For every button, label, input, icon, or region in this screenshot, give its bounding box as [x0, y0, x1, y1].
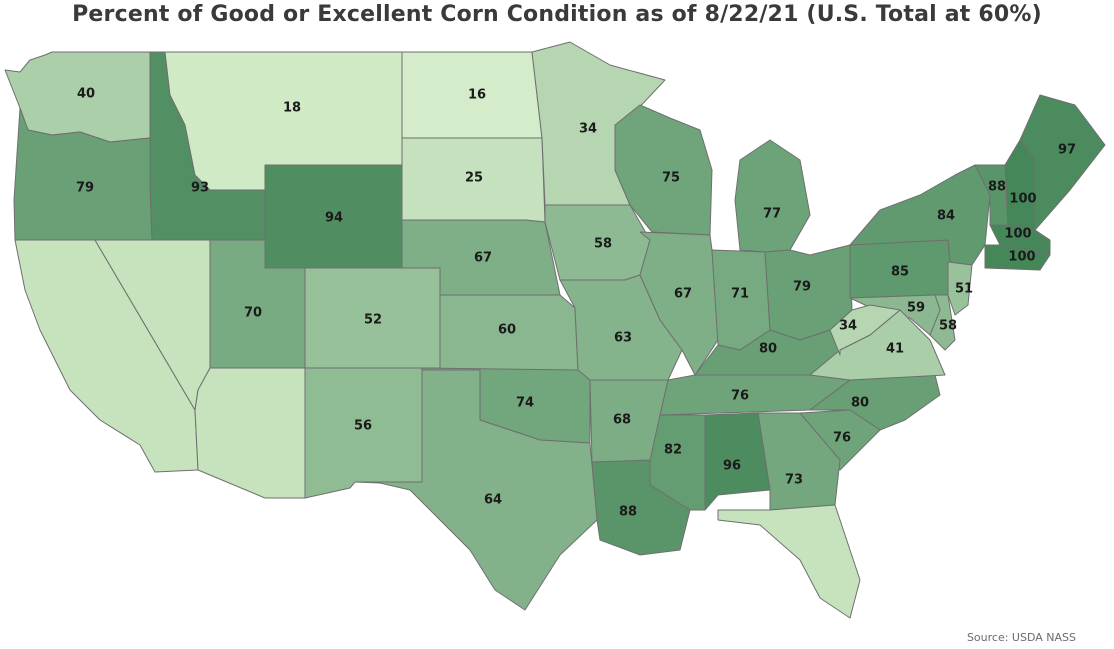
state-value-label-ct: 100	[1008, 250, 1035, 265]
state-region-wv	[829, 304, 901, 356]
state-region-wi	[614, 104, 713, 236]
state-value-label-ga: 73	[785, 473, 803, 488]
source-note: Source: USDA NASS	[966, 631, 1076, 644]
state-value-label-ma: 100	[1004, 227, 1031, 242]
chart-title: Percent of Good or Excellent Corn Condit…	[72, 2, 1042, 27]
state-value-label-mo: 63	[614, 331, 632, 346]
state-value-label-me: 97	[1058, 143, 1076, 158]
state-value-label-or: 79	[76, 181, 94, 196]
state-value-label-ks: 60	[498, 323, 516, 338]
state-value-label-de: 58	[939, 319, 957, 334]
state-value-label-mn: 34	[579, 122, 597, 137]
state-value-label-ia: 58	[594, 237, 612, 252]
state-value-label-ny: 84	[937, 209, 955, 224]
state-value-label-nd: 16	[468, 88, 486, 103]
state-region-az	[194, 367, 306, 499]
state-value-label-pa: 85	[891, 265, 909, 280]
state-value-label-sd: 25	[465, 171, 483, 186]
state-region-il	[639, 231, 719, 376]
state-region-ct	[984, 244, 1051, 271]
state-value-label-ut: 70	[244, 306, 262, 321]
state-region-la	[591, 459, 691, 556]
state-region-me	[1019, 94, 1106, 231]
state-value-label-la: 88	[619, 505, 637, 520]
state-value-label-wa: 40	[77, 87, 95, 102]
labels-layer: 40 79 93 18 94 16 25 67 60 34 58 63 75 67 77 71 79 80 76 80…	[76, 87, 1076, 520]
state-value-label-nh: 100	[1009, 192, 1036, 207]
state-value-label-ne: 67	[474, 251, 492, 266]
state-value-label-in: 71	[731, 287, 749, 302]
state-value-label-il: 67	[674, 287, 692, 302]
state-value-label-al: 96	[723, 459, 741, 474]
state-value-label-nm: 56	[354, 419, 372, 434]
state-value-label-oh: 79	[793, 280, 811, 295]
state-value-label-nj: 51	[955, 282, 973, 297]
states-layer	[4, 41, 1106, 619]
state-value-label-id: 93	[191, 181, 209, 196]
state-value-label-ky: 80	[759, 342, 777, 357]
state-value-label-wv: 34	[839, 319, 857, 334]
state-value-label-tx: 64	[484, 493, 502, 508]
state-value-label-va: 41	[886, 342, 904, 357]
state-value-label-ok: 74	[516, 396, 534, 411]
state-region-fl	[717, 504, 861, 619]
state-value-label-md: 59	[907, 301, 925, 316]
state-region-mi	[734, 139, 811, 253]
state-value-label-nc: 80	[851, 396, 869, 411]
state-value-label-ar: 68	[613, 413, 631, 428]
state-value-label-mt: 18	[283, 101, 301, 116]
state-value-label-tn: 76	[731, 389, 749, 404]
state-value-label-vt: 88	[988, 180, 1006, 195]
state-value-label-ms: 82	[664, 443, 682, 458]
state-value-label-sc: 76	[833, 431, 851, 446]
state-region-nj	[947, 261, 973, 316]
state-value-label-mi: 77	[763, 207, 781, 222]
state-value-label-wi: 75	[662, 171, 680, 186]
state-value-label-wy: 94	[325, 211, 343, 226]
state-value-label-co: 52	[364, 313, 382, 328]
